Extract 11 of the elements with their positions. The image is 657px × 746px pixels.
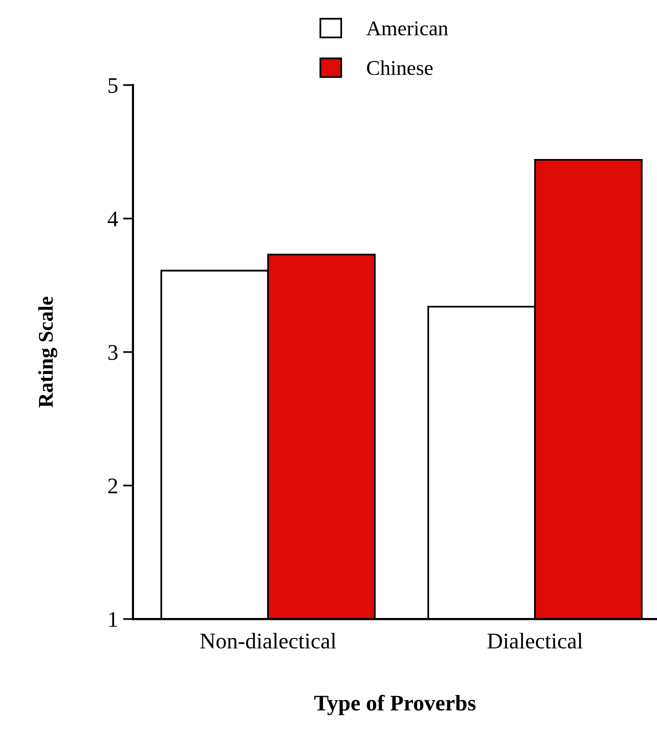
y-tick-label: 2 xyxy=(108,478,118,494)
y-tick-label: 4 xyxy=(108,212,118,226)
x-axis-title: Type of Proverbs xyxy=(314,694,476,716)
y-tick-label: 3 xyxy=(108,345,118,360)
legend-label: American xyxy=(366,21,448,36)
legend-label: Chinese xyxy=(367,60,433,76)
x-tick-label: Dialectical xyxy=(488,632,583,649)
x-tick-label: Non-dialectical xyxy=(200,632,336,649)
y-tick-label: 1 xyxy=(109,612,118,627)
y-tick-label: 5 xyxy=(108,78,118,93)
y-axis-title: Rating Scale xyxy=(38,296,58,408)
